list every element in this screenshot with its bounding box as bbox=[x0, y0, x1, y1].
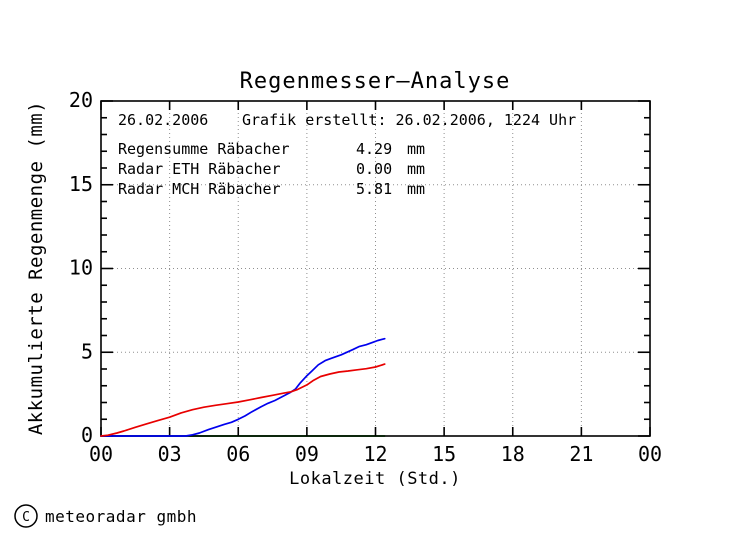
x-tick-label-3: 09 bbox=[295, 442, 319, 466]
legend-value-radar-mch: 5.81 bbox=[356, 180, 392, 198]
legend-unit-regensumme: mm bbox=[407, 140, 425, 158]
legend-label-regensumme: Regensumme Räbacher bbox=[118, 140, 290, 158]
y-tick-label-1: 5 bbox=[81, 339, 93, 363]
axes-and-ticks bbox=[100, 100, 651, 437]
legend-label-radar-mch: Radar MCH Räbacher bbox=[118, 180, 281, 198]
x-tick-label-1: 03 bbox=[158, 442, 182, 466]
legend-label-radar-eth: Radar ETH Räbacher bbox=[118, 160, 281, 178]
x-tick-label-7: 21 bbox=[569, 442, 593, 466]
copyright-icon bbox=[14, 504, 38, 528]
legend-value-radar-eth: 0.00 bbox=[356, 160, 392, 178]
x-axis-title: Lokalzeit (Std.) bbox=[289, 469, 461, 489]
x-tick-label-6: 18 bbox=[501, 442, 525, 466]
legend-created: Grafik erstellt: 26.02.2006, 1224 Uhr bbox=[242, 111, 576, 129]
legend-unit-radar-mch: mm bbox=[407, 180, 425, 198]
series-line-2 bbox=[100, 363, 386, 437]
legend-value-regensumme: 4.29 bbox=[356, 140, 392, 158]
labels: Regenmesser—Analyse 26.02.2006 Grafik er… bbox=[14, 69, 576, 528]
y-tick-label-4: 20 bbox=[69, 88, 93, 112]
x-tick-label-4: 12 bbox=[363, 442, 387, 466]
chart-title: Regenmesser—Analyse bbox=[240, 69, 511, 94]
x-tick-label-2: 06 bbox=[226, 442, 250, 466]
y-axis-title: Akkumulierte Regenmenge (mm) bbox=[25, 101, 47, 435]
x-tick-label-8: 00 bbox=[638, 442, 662, 466]
y-tick-label-3: 15 bbox=[69, 172, 93, 196]
series-lines bbox=[100, 337, 386, 437]
x-tick-label-5: 15 bbox=[432, 442, 456, 466]
x-tick-label-0: 00 bbox=[89, 442, 113, 466]
legend-unit-radar-eth: mm bbox=[407, 160, 425, 178]
copyright-text: meteoradar gmbh bbox=[45, 507, 197, 526]
series-line-1 bbox=[100, 337, 386, 437]
y-tick-label-2: 10 bbox=[69, 256, 93, 280]
legend-date: 26.02.2006 bbox=[118, 111, 208, 129]
copyright-symbol: C bbox=[22, 510, 30, 525]
y-tick-label-0: 0 bbox=[81, 423, 93, 447]
